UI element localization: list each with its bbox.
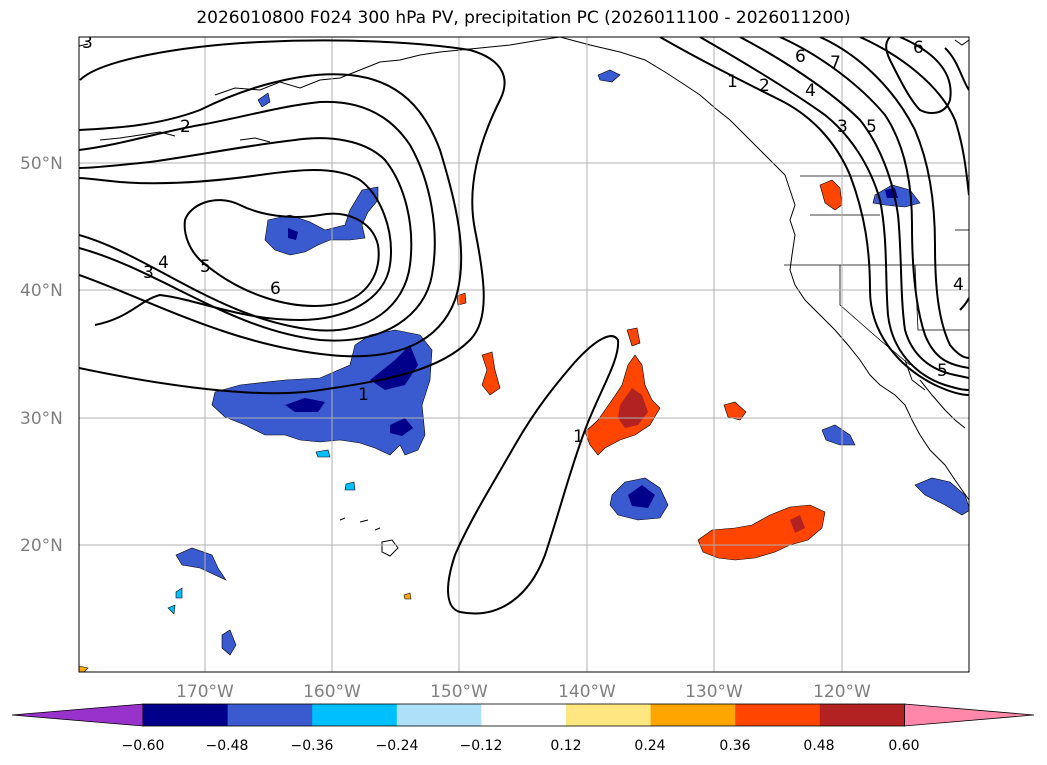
borders [784,175,969,366]
colorbar-tick-label: 0.12 [550,738,581,754]
contour-label: 2 [180,117,191,137]
pv-contours [79,37,969,615]
colorbar-tick-label: −0.60 [122,738,165,754]
colorbar-tick-label: 0.24 [634,738,665,754]
colorbar-segment [143,704,229,726]
colorbar-tick-label: −0.48 [206,738,249,754]
longitude-labels: 170°W 160°W 150°W 140°W 130°W 120°W [176,682,871,702]
contour-label: 4 [158,253,169,273]
colorbar-tick-label: −0.24 [376,738,419,754]
contour-label: 1 [573,427,584,447]
lat-label: 50°N [20,154,63,174]
contour-label: 1 [358,385,369,405]
contour-label: 3 [837,117,848,137]
lat-label: 40°N [20,281,63,301]
figure-title: 2026010800 F024 300 hPa PV, precipitatio… [196,8,851,28]
lat-label: 30°N [20,409,63,429]
positive-precip-areas [79,179,843,672]
contour-label: 6 [913,38,924,58]
contour-label: 4 [953,275,964,295]
contour-label: 1 [727,72,738,92]
contour-label: 3 [82,33,93,53]
colorbar-segment [227,704,313,726]
gridlines [79,37,969,672]
contour-label: 6 [270,279,281,299]
map-frame [78,36,970,673]
colorbar [11,703,1035,727]
contour-label: 5 [866,117,877,137]
colorbar-segment [735,704,821,726]
contour-labels: 2 3 4 5 6 1 1 1 2 6 7 4 3 5 6 5 4 3 [82,33,964,447]
lon-label: 170°W [176,682,234,702]
lon-label: 140°W [558,682,616,702]
colorbar-ticks: −0.60 −0.48 −0.36 −0.24 −0.12 0.12 0.24 … [122,738,920,754]
coastlines [79,37,969,557]
colorbar-segment [650,704,736,726]
lon-label: 160°W [303,682,361,702]
colorbar-segment [312,704,398,726]
contour-label: 5 [200,257,211,277]
colorbar-tick-label: −0.12 [460,738,503,754]
colorbar-segment [396,704,482,726]
colorbar-extend-min [11,703,144,727]
negative-precip-areas [167,69,969,656]
colorbar-segment [481,704,567,726]
contour-label: 5 [937,361,948,381]
contour-label: 3 [143,263,154,283]
colorbar-tick-label: 0.36 [719,738,750,754]
colorbar-segment [819,704,905,726]
map-area: 2 3 4 5 6 1 1 1 2 6 7 4 3 5 6 5 4 3 [79,33,969,672]
colorbar-tick-label: 0.60 [888,738,919,754]
lon-label: 120°W [813,682,871,702]
lon-label: 130°W [685,682,743,702]
lat-label: 20°N [20,536,63,556]
contour-label: 7 [830,53,841,73]
lon-label: 150°W [430,682,488,702]
colorbar-segment [566,704,652,726]
latitude-labels: 50°N 40°N 30°N 20°N [20,154,63,556]
colorbar-tick-label: 0.48 [803,738,834,754]
contour-label: 2 [759,76,770,96]
colorbar-tick-label: −0.36 [291,738,334,754]
precip-blob-central-pacific [211,329,433,456]
contour-label: 6 [795,47,806,67]
colorbar-outline [142,703,905,727]
colorbar-extend-max [904,703,1035,727]
contour-label: 4 [805,81,816,101]
